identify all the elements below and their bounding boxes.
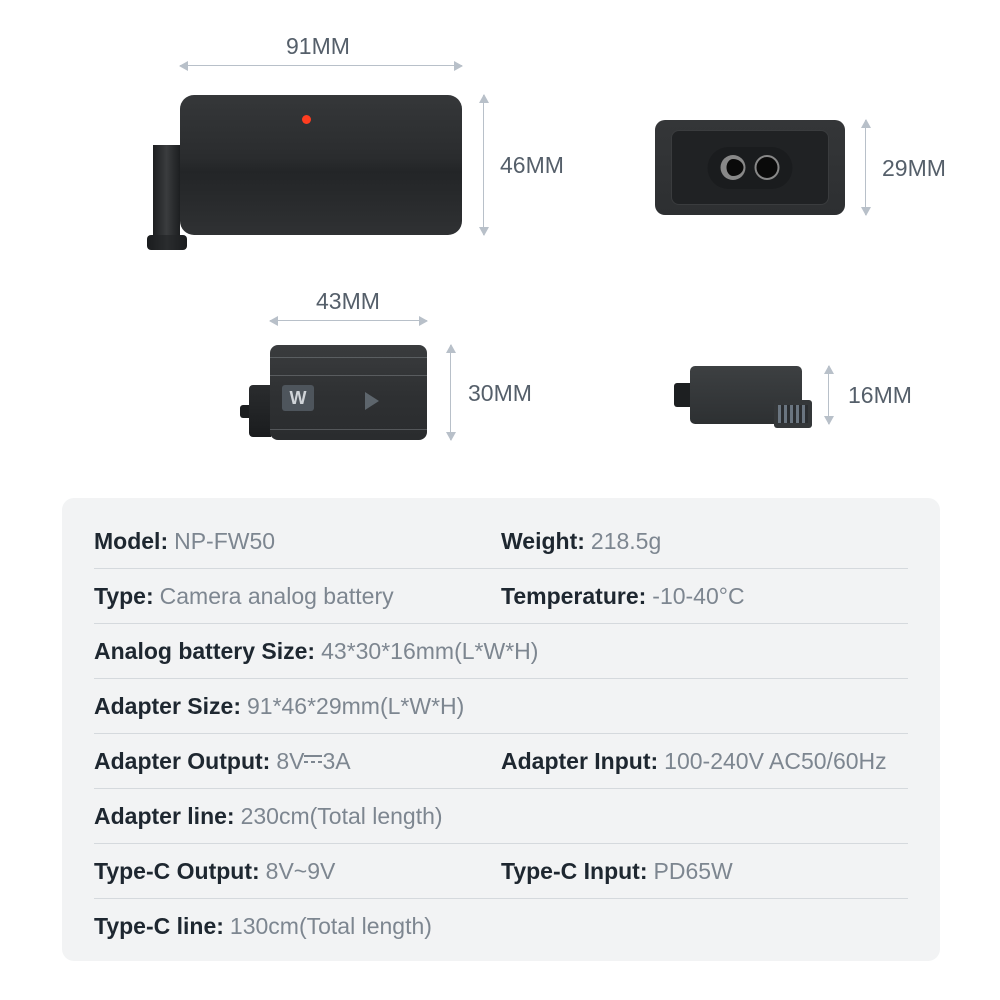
adapter-led-icon xyxy=(302,115,311,124)
spec-row: Adapter Output: 8V 3A Adapter Input: 100-… xyxy=(94,734,908,789)
spec-key-typec-line: Type-C line: xyxy=(94,913,224,940)
plug-hole-right xyxy=(755,155,780,180)
dim-line-battery-height xyxy=(450,345,451,440)
spec-row: Adapter Size: 91*46*29mm(L*W*H) xyxy=(94,679,908,734)
battery-arrow-icon xyxy=(365,392,379,410)
spec-val-typec-output: 8V~9V xyxy=(266,858,336,885)
spec-row: Adapter line: 230cm(Total length) xyxy=(94,789,908,844)
battery-ridge-line xyxy=(270,357,427,358)
dim-label-adapter-width: 91MM xyxy=(286,33,350,60)
spec-val-temperature: -10-40°C xyxy=(652,583,744,610)
spec-row: Type: Camera analog battery Temperature:… xyxy=(94,569,908,624)
battery-contacts-icon xyxy=(774,400,812,428)
spec-val-adapter-input: 100-240V AC50/60Hz xyxy=(664,748,887,775)
battery-end-cable xyxy=(674,383,691,407)
battery-cable-boot xyxy=(249,385,271,437)
adapter-strain-relief xyxy=(147,235,187,250)
dim-line-adapter-width xyxy=(180,65,462,66)
plug-face-frame xyxy=(671,130,829,205)
dummy-battery-end xyxy=(690,366,802,424)
dummy-battery-body: W xyxy=(270,345,427,440)
spec-table: Model: NP-FW50 Weight: 218.5g Type: Came… xyxy=(62,498,940,961)
spec-row: Analog battery Size: 43*30*16mm(L*W*H) xyxy=(94,624,908,679)
dim-label-battery-depth: 16MM xyxy=(848,382,912,409)
spec-val-weight: 218.5g xyxy=(591,528,661,555)
dim-line-adapter-height xyxy=(483,95,484,235)
spec-key-adapter-output: Adapter Output: xyxy=(94,748,270,775)
spec-val-adapter-output: 8V 3A xyxy=(276,748,350,775)
battery-ridge-line xyxy=(270,429,427,430)
spec-key-adapter-input: Adapter Input: xyxy=(501,748,658,775)
spec-val-type: Camera analog battery xyxy=(160,583,394,610)
plug-hole-left xyxy=(720,155,745,180)
spec-row: Model: NP-FW50 Weight: 218.5g xyxy=(94,514,908,569)
spec-val-battery-size: 43*30*16mm(L*W*H) xyxy=(321,638,538,665)
spec-key-weight: Weight: xyxy=(501,528,585,555)
power-adapter-plug-face xyxy=(655,120,845,215)
spec-val-model: NP-FW50 xyxy=(174,528,275,555)
fig8-plug-icon xyxy=(708,147,793,189)
dim-label-adapter-height: 46MM xyxy=(500,152,564,179)
adapter-cable xyxy=(153,145,180,243)
dim-label-battery-width: 43MM xyxy=(316,288,380,315)
power-adapter-body xyxy=(180,95,462,235)
spec-row: Type-C Output: 8V~9V Type-C Input: PD65W xyxy=(94,844,908,899)
spec-val-adapter-size: 91*46*29mm(L*W*H) xyxy=(247,693,464,720)
spec-key-temperature: Temperature: xyxy=(501,583,646,610)
dim-label-battery-height: 30MM xyxy=(468,380,532,407)
spec-key-battery-size: Analog battery Size: xyxy=(94,638,315,665)
dim-line-battery-depth xyxy=(828,366,829,424)
spec-val-adapter-line: 230cm(Total length) xyxy=(241,803,443,830)
dimension-diagram: 91MM 46MM 29MM W 43MM 30MM 16MM xyxy=(0,0,1000,480)
dim-line-adapter-depth xyxy=(865,120,866,215)
adapter-output-pre: 8V xyxy=(276,748,304,774)
adapter-output-post: 3A xyxy=(322,748,350,774)
spec-key-typec-input: Type-C Input: xyxy=(501,858,648,885)
battery-ridge-line xyxy=(270,375,427,376)
spec-key-type: Type: xyxy=(94,583,154,610)
dim-line-battery-width xyxy=(270,320,427,321)
spec-val-typec-line: 130cm(Total length) xyxy=(230,913,432,940)
dim-label-adapter-depth: 29MM xyxy=(882,155,946,182)
spec-row: Type-C line: 130cm(Total length) xyxy=(94,899,908,954)
spec-key-adapter-size: Adapter Size: xyxy=(94,693,241,720)
spec-key-adapter-line: Adapter line: xyxy=(94,803,235,830)
spec-val-typec-input: PD65W xyxy=(654,858,733,885)
spec-key-typec-output: Type-C Output: xyxy=(94,858,260,885)
spec-key-model: Model: xyxy=(94,528,168,555)
battery-w-marker: W xyxy=(282,385,314,411)
